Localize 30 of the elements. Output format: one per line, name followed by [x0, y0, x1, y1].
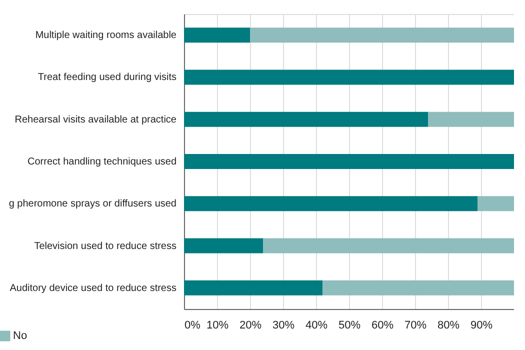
bar	[184, 112, 428, 127]
x-tick-label: 70%	[404, 320, 427, 332]
y-tick-label: Auditory device used to reduce stress	[10, 282, 176, 294]
y-tick-label: Rehearsal visits available at practice	[14, 114, 177, 126]
y-tick-label: Treat feeding used during visits	[38, 72, 176, 84]
bar	[184, 28, 250, 43]
bar	[184, 238, 264, 254]
bar	[184, 196, 478, 212]
y-tick-label: Television used to reduce stress	[34, 240, 176, 252]
x-tick-label: 0%	[184, 320, 201, 332]
x-tick-label: 60%	[371, 320, 394, 332]
bar	[184, 154, 514, 169]
bar	[250, 28, 514, 43]
x-tick-label: 80%	[437, 320, 460, 332]
x-tick-label: 40%	[305, 320, 328, 332]
x-tick-label: 90%	[470, 320, 493, 332]
bar	[263, 238, 514, 254]
y-tick-label: Correct handling techniques used	[28, 156, 176, 168]
x-tick-label: 50%	[338, 320, 361, 332]
x-tick-label: 30%	[272, 320, 295, 332]
bar	[184, 280, 323, 296]
x-tick-label: 10%	[206, 320, 229, 332]
bar	[478, 196, 514, 212]
bar	[322, 280, 514, 296]
y-tick-label: g pheromone sprays or diffusers used	[8, 198, 176, 210]
bar	[428, 112, 514, 127]
bar	[184, 70, 514, 85]
y-tick-label: Multiple waiting rooms available	[35, 30, 177, 42]
legend-label: No	[13, 330, 28, 342]
x-tick-label: 20%	[239, 320, 262, 332]
